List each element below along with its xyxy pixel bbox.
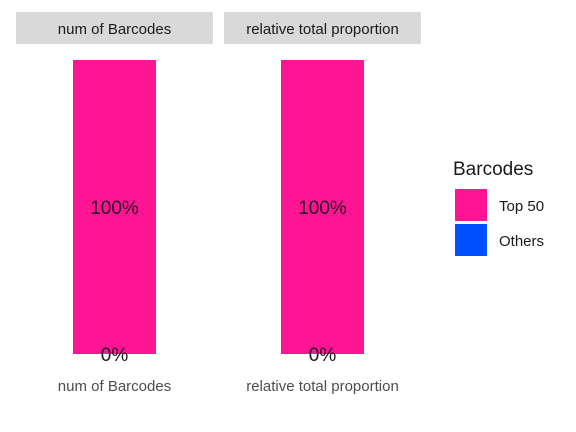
bar-segment [73, 60, 156, 354]
x-tick-label: num of Barcodes [58, 378, 171, 395]
bar-data-label: 0% [309, 345, 337, 366]
legend: Barcodes Top 50 Others [453, 159, 544, 256]
bar-data-label: 0% [101, 345, 129, 366]
legend-key [455, 224, 487, 256]
legend-key [455, 189, 487, 221]
legend-label: Others [499, 233, 544, 250]
legend-title: Barcodes [453, 159, 533, 180]
facet-strip [224, 12, 421, 44]
bar-segment [281, 60, 364, 354]
legend-label: Top 50 [499, 198, 544, 215]
x-tick-label: relative total proportion [246, 378, 399, 395]
bar-data-label: 100% [90, 198, 139, 219]
facet-panel: num of Barcodes 0% 100% num of Barcodes [16, 12, 213, 395]
facet-strip-label: num of Barcodes [58, 21, 171, 38]
facet-strip [16, 12, 213, 44]
facet-panel: relative total proportion 0% 100% relative … [224, 12, 421, 395]
facet-strip-label: relative total proportion [246, 21, 399, 38]
bar-data-label: 100% [298, 198, 347, 219]
facet-panels: num of Barcodes 0% 100% num of Barcodes rela… [16, 12, 421, 395]
